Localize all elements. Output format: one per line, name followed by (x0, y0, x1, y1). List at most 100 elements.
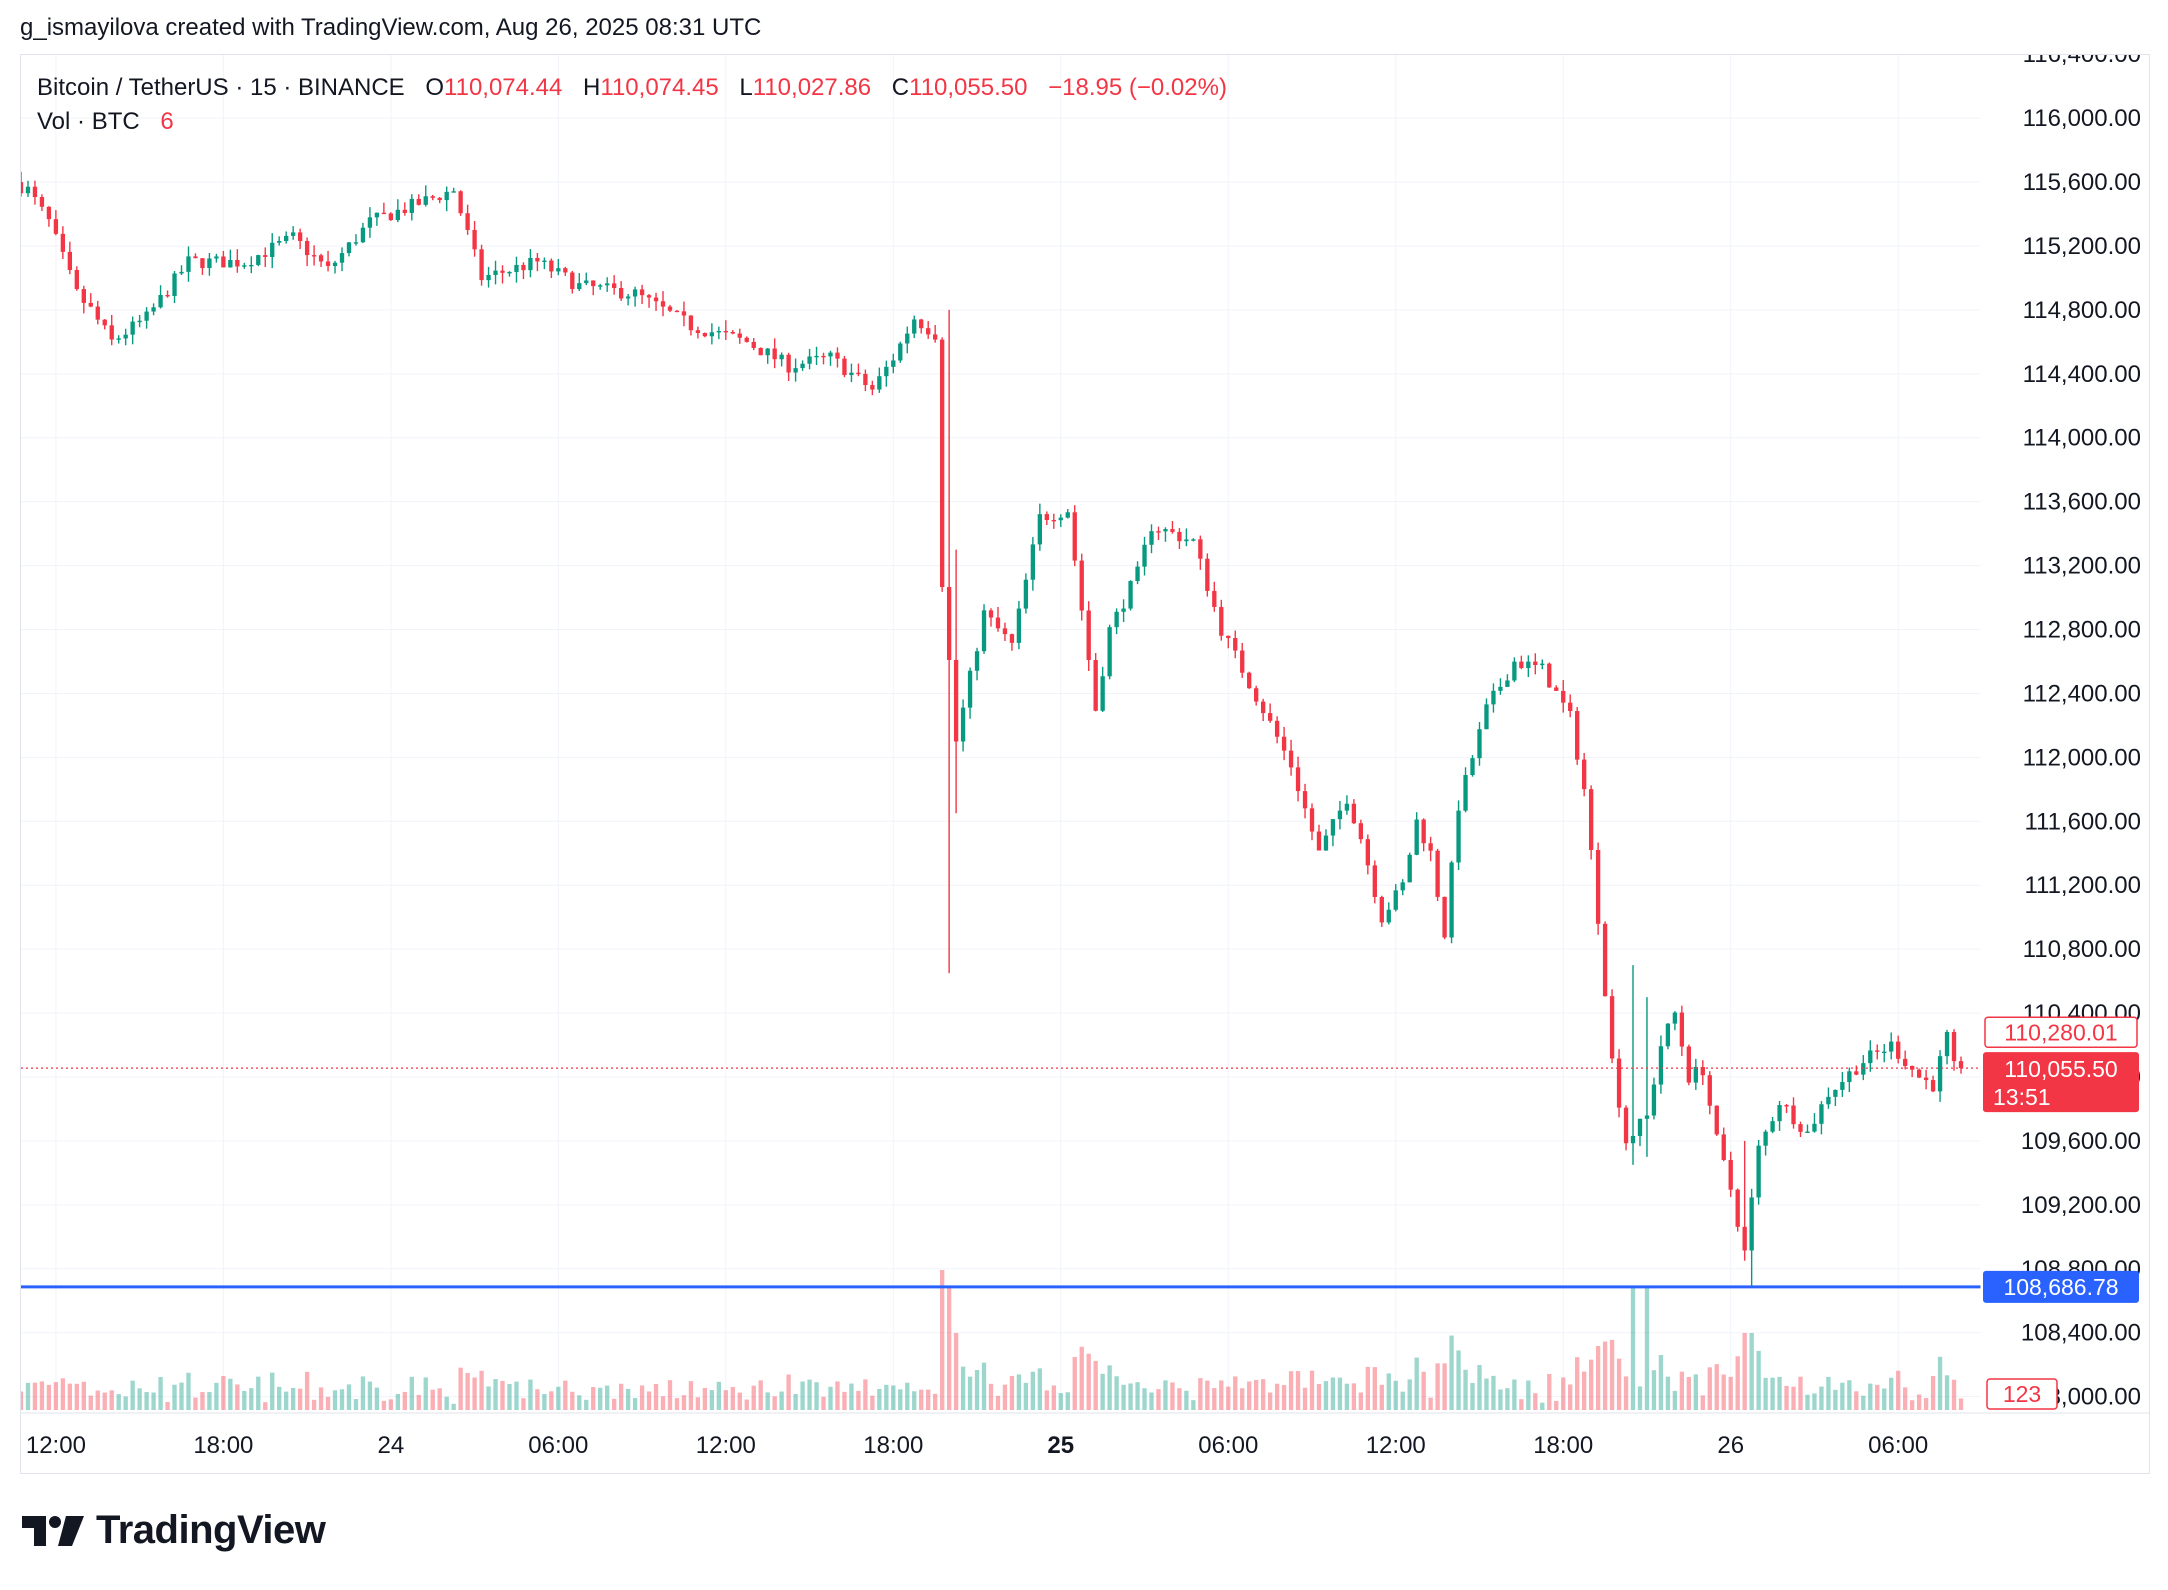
candle-body (500, 270, 505, 273)
volume-bar (528, 1379, 533, 1410)
volume-bar (486, 1386, 491, 1410)
candle-body (793, 368, 798, 373)
candle-body (1923, 1077, 1929, 1081)
volume-bar (1274, 1383, 1280, 1410)
volume-bar (1428, 1397, 1433, 1410)
volume-bar (360, 1376, 366, 1410)
volume-bar (1951, 1379, 1957, 1410)
volume-bar (751, 1385, 756, 1410)
volume-bar (1093, 1360, 1098, 1410)
volume-bar (1044, 1390, 1049, 1410)
volume-bar (1135, 1382, 1140, 1410)
candle-body (1393, 890, 1398, 910)
volume-bar (1840, 1382, 1845, 1410)
volume-bar (1016, 1374, 1022, 1410)
close-label: C (891, 74, 910, 101)
candlestick-chart[interactable]: 116,400.00 116,000.00 115,600.00 115,200.00… (21, 55, 2150, 1474)
volume-bar (1693, 1374, 1698, 1410)
candle-body (381, 212, 387, 215)
volume-bar (863, 1379, 868, 1410)
volume-bar (737, 1392, 742, 1410)
volume-label[interactable]: Vol · BTC (37, 108, 140, 135)
volume-bar (1916, 1394, 1922, 1410)
price-tick-label: 116,000.00 (2023, 105, 2141, 132)
candle-body (1819, 1104, 1824, 1124)
volume-bar (744, 1399, 749, 1410)
candle-body (1868, 1050, 1873, 1064)
candle-body (1826, 1096, 1831, 1105)
candle-body (786, 354, 791, 373)
candle-body (465, 213, 470, 230)
volume-bar (702, 1387, 708, 1410)
volume-bar (1323, 1381, 1329, 1410)
candle-body (667, 306, 673, 311)
candle-body (765, 348, 770, 356)
volume-bar (1177, 1388, 1182, 1410)
candle-body (1177, 531, 1182, 542)
price-tick-label: 109,600.00 (2021, 1128, 2141, 1155)
candle-body (1295, 767, 1301, 792)
volume-bar (1533, 1393, 1538, 1410)
candle-body (563, 268, 568, 273)
candle-body (598, 285, 603, 287)
volume-bar (437, 1388, 442, 1410)
candle-body (1519, 661, 1524, 669)
volume-bar (1107, 1365, 1112, 1410)
candle-body (849, 372, 854, 376)
volume-bar (995, 1395, 1001, 1410)
volume-bar (926, 1389, 931, 1410)
candle-body (1526, 661, 1531, 669)
candle-body (318, 255, 324, 262)
candle-body (151, 307, 156, 312)
volume-bar (514, 1381, 519, 1410)
symbol-title[interactable]: Bitcoin / TetherUS · 15 · BINANCE (37, 74, 405, 101)
volume-bar (1742, 1333, 1747, 1410)
volume-bar (493, 1379, 498, 1410)
volume-bar (60, 1378, 66, 1410)
volume-bar (290, 1387, 296, 1410)
candle-body (1184, 539, 1189, 542)
volume-bar (53, 1382, 59, 1410)
candle-body (1512, 661, 1517, 681)
volume-bar (221, 1375, 226, 1410)
level-price-box (1983, 1270, 2139, 1303)
volume-bar (479, 1370, 484, 1410)
candle-body (1121, 608, 1126, 612)
candle-body (695, 330, 701, 334)
candle-body (1135, 566, 1140, 582)
candle-body (451, 191, 456, 193)
candle-body (1170, 529, 1175, 532)
volume-bar (1875, 1384, 1880, 1410)
candle-body (1477, 729, 1482, 759)
volume-bar (1337, 1377, 1343, 1410)
volume-bar (1414, 1357, 1419, 1410)
candle-body (123, 334, 128, 339)
candle-body (130, 321, 135, 335)
level-price-label: 108,686.78 (2003, 1274, 2118, 1300)
volume-bar (1630, 1286, 1636, 1410)
candle-body (800, 363, 805, 369)
candle-body (1951, 1031, 1957, 1062)
volume-bar (1351, 1383, 1357, 1410)
volume-bar (409, 1376, 414, 1410)
candle-body (605, 283, 610, 286)
volume-bar (828, 1386, 833, 1410)
candle-body (290, 232, 296, 236)
volume-bar (1909, 1400, 1915, 1410)
chart-panel[interactable]: 116,400.00 116,000.00 115,600.00 115,200.00… (20, 54, 2150, 1474)
volume-bar (1260, 1379, 1266, 1410)
candle-body (1281, 736, 1287, 751)
price-tick-label: 110,800.00 (2023, 936, 2141, 963)
volume-bar (667, 1380, 673, 1410)
candle-body (960, 707, 966, 742)
volume-bar (1644, 1286, 1650, 1410)
candle-body (200, 258, 205, 269)
volume-bar (109, 1390, 114, 1410)
candle-body (179, 271, 184, 274)
volume-bar (67, 1383, 73, 1410)
candle-body (1742, 1226, 1747, 1251)
volume-bar (444, 1396, 449, 1410)
candle-body (458, 191, 463, 214)
volume-bar (74, 1383, 79, 1410)
volume-bar (1616, 1358, 1622, 1410)
